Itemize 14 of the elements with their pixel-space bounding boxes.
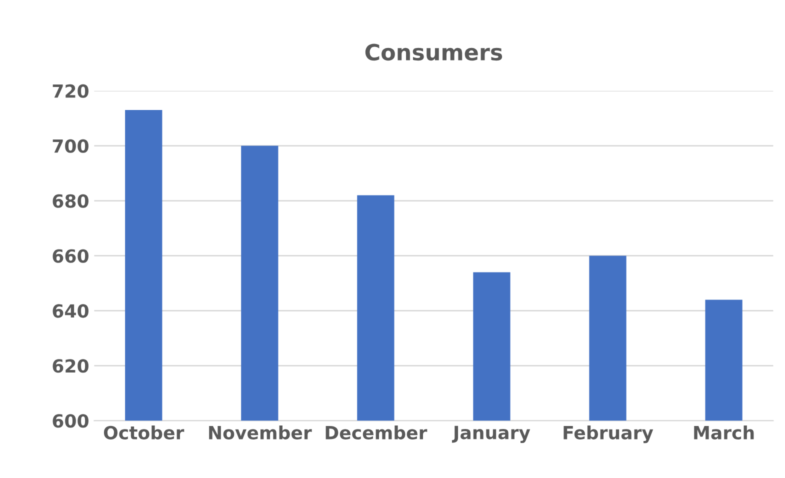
x-tick-label: January <box>452 426 530 443</box>
y-tick-label: 720 <box>52 84 88 98</box>
y-tick-label: 700 <box>52 139 88 153</box>
y-tick-label: 620 <box>52 359 88 373</box>
y-tick-label: 640 <box>52 304 88 318</box>
x-tick-label: November <box>209 426 312 440</box>
x-tick-label: October <box>104 426 184 440</box>
x-tick-label: March <box>694 426 754 440</box>
y-tick-label: 660 <box>52 249 88 263</box>
x-tick-label: December <box>326 426 428 440</box>
chart-title: Consumers <box>365 44 502 61</box>
y-tick-label: 600 <box>52 414 88 428</box>
x-tick-label: February <box>564 426 654 444</box>
y-tick-label: 680 <box>52 194 88 208</box>
